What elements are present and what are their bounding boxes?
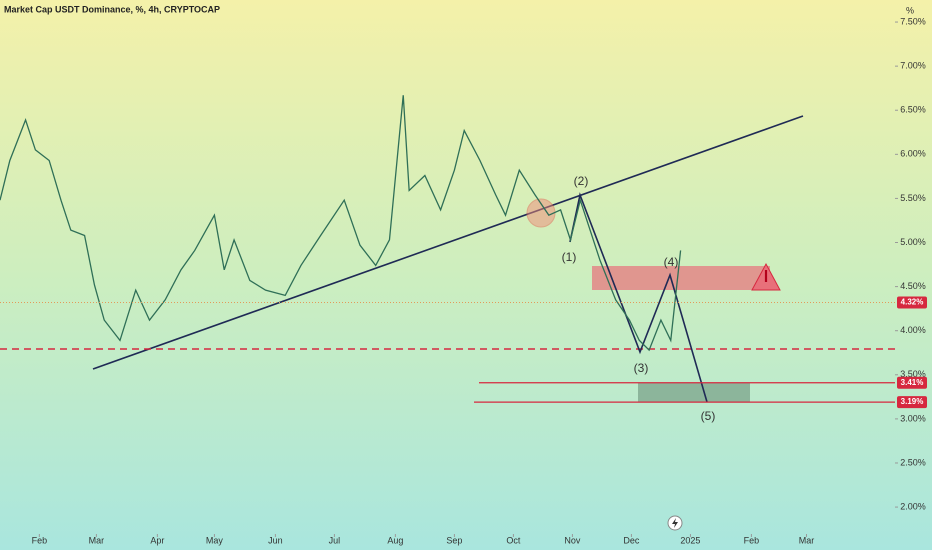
x-tick-label: Oct <box>506 535 521 545</box>
trend-line <box>92 115 804 370</box>
price-tag-label: 4.32% <box>901 298 924 307</box>
price-tag <box>897 396 927 409</box>
y-tick-label: 5.00% <box>900 237 926 247</box>
wave-path <box>569 192 708 403</box>
y-tick-label: 4.50% <box>900 281 926 291</box>
chart-title: Market Cap USDT Dominance, %, 4h, CRYPTO… <box>4 4 220 14</box>
target-zone <box>638 383 750 402</box>
y-tick-label: 2.00% <box>900 501 926 511</box>
x-tick-label: Aug <box>387 535 403 545</box>
x-tick-label: Jun <box>268 535 283 545</box>
price-tag-label: 3.19% <box>901 397 924 406</box>
resistance-zone <box>592 266 770 290</box>
x-tick-label: 2025 <box>680 535 700 545</box>
wave-label: (4) <box>664 255 679 269</box>
wave-label: (1) <box>562 250 577 264</box>
x-tick-label: Apr <box>150 535 164 545</box>
x-tick-label: Feb <box>32 535 48 545</box>
y-tick-label: 3.00% <box>900 413 926 423</box>
wave-label: (5) <box>701 409 716 423</box>
x-tick-label: May <box>206 535 224 545</box>
event-bolt <box>672 518 678 528</box>
x-tick-label: Mar <box>89 535 105 545</box>
y-unit: % <box>906 5 914 15</box>
x-tick-label: Dec <box>623 535 640 545</box>
y-tick-label: 7.50% <box>900 16 926 26</box>
x-tick-label: Mar <box>799 535 815 545</box>
price-line <box>0 95 682 352</box>
y-tick-label: 5.50% <box>900 193 926 203</box>
y-tick-label: 7.00% <box>900 61 926 71</box>
x-tick-label: Feb <box>744 535 760 545</box>
price-tag <box>897 376 927 389</box>
x-tick-label: Sep <box>446 535 462 545</box>
y-tick-label: 3.50% <box>900 369 926 379</box>
price-tag-label: 3.41% <box>901 378 924 387</box>
y-tick-label: 4.00% <box>900 325 926 335</box>
y-tick-label: 6.50% <box>900 105 926 115</box>
x-tick-label: Jul <box>329 535 341 545</box>
y-tick-label: 2.50% <box>900 457 926 467</box>
y-tick-label: 6.00% <box>900 149 926 159</box>
price-tag <box>897 296 927 309</box>
wave-label: (2) <box>574 174 589 188</box>
x-tick-label: Nov <box>564 535 581 545</box>
wave-label: (3) <box>634 361 649 375</box>
